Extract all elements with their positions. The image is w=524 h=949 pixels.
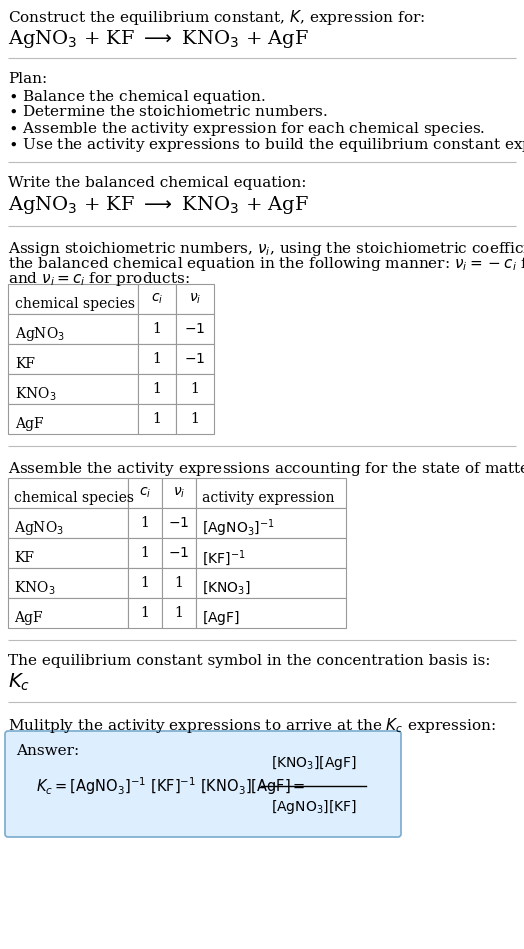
Text: $\nu_i$: $\nu_i$ — [189, 291, 201, 307]
Text: $\bullet$ Determine the stoichiometric numbers.: $\bullet$ Determine the stoichiometric n… — [8, 104, 328, 119]
Text: 1: 1 — [174, 576, 183, 590]
Text: 1: 1 — [174, 606, 183, 620]
Text: 1: 1 — [152, 412, 161, 426]
Bar — [176, 344, 214, 374]
Text: The equilibrium constant symbol in the concentration basis is:: The equilibrium constant symbol in the c… — [8, 654, 490, 668]
Text: 1: 1 — [152, 352, 161, 366]
Bar — [162, 478, 196, 508]
Text: chemical species: chemical species — [15, 297, 135, 311]
Text: $\nu_i$: $\nu_i$ — [173, 486, 185, 500]
Text: KNO$_3$: KNO$_3$ — [14, 579, 56, 597]
Text: chemical species: chemical species — [14, 491, 134, 505]
Text: Construct the equilibrium constant, $K$, expression for:: Construct the equilibrium constant, $K$,… — [8, 8, 425, 27]
Bar — [128, 598, 162, 628]
Text: $\bullet$ Use the activity expressions to build the equilibrium constant express: $\bullet$ Use the activity expressions t… — [8, 136, 524, 154]
Bar — [138, 374, 176, 404]
Bar — [176, 374, 214, 404]
Bar — [128, 478, 162, 508]
Bar — [138, 314, 176, 344]
Text: AgNO$_3$: AgNO$_3$ — [15, 325, 65, 343]
Text: $[\mathrm{KNO_3}][\mathrm{AgF}]$: $[\mathrm{KNO_3}][\mathrm{AgF}]$ — [270, 754, 356, 772]
Bar — [128, 508, 162, 538]
Bar — [176, 314, 214, 344]
Text: Assemble the activity expressions accounting for the state of matter and $\nu_i$: Assemble the activity expressions accoun… — [8, 460, 524, 478]
Text: KF: KF — [14, 551, 34, 565]
Text: Answer:: Answer: — [16, 744, 79, 758]
Text: KNO$_3$: KNO$_3$ — [15, 385, 57, 402]
Text: $[\mathrm{AgF}]$: $[\mathrm{AgF}]$ — [202, 609, 240, 627]
Bar — [196, 508, 346, 538]
Text: $\bullet$ Assemble the activity expression for each chemical species.: $\bullet$ Assemble the activity expressi… — [8, 120, 485, 138]
Text: $-1$: $-1$ — [184, 352, 205, 366]
Text: Write the balanced chemical equation:: Write the balanced chemical equation: — [8, 176, 307, 190]
Bar — [196, 568, 346, 598]
Bar — [162, 598, 196, 628]
FancyBboxPatch shape — [5, 731, 401, 837]
Text: Plan:: Plan: — [8, 72, 47, 86]
Text: AgNO$_3$ + KF $\longrightarrow$ KNO$_3$ + AgF: AgNO$_3$ + KF $\longrightarrow$ KNO$_3$ … — [8, 28, 309, 50]
Bar — [138, 284, 176, 314]
Bar — [138, 344, 176, 374]
Text: KF: KF — [15, 357, 35, 371]
Text: the balanced chemical equation in the following manner: $\nu_i = -c_i$ for react: the balanced chemical equation in the fo… — [8, 255, 524, 273]
Text: 1: 1 — [140, 606, 149, 620]
Bar — [8, 568, 128, 598]
Bar — [8, 404, 138, 434]
Bar — [8, 538, 128, 568]
Text: and $\nu_i = c_i$ for products:: and $\nu_i = c_i$ for products: — [8, 270, 190, 288]
Bar — [8, 478, 128, 508]
Text: $[\mathrm{KF}]^{-1}$: $[\mathrm{KF}]^{-1}$ — [202, 549, 245, 568]
Text: Mulitply the activity expressions to arrive at the $K_c$ expression:: Mulitply the activity expressions to arr… — [8, 716, 496, 735]
Bar — [8, 598, 128, 628]
Text: $K_c$: $K_c$ — [8, 672, 30, 694]
Text: 1: 1 — [140, 516, 149, 530]
Text: $-1$: $-1$ — [168, 546, 190, 560]
Text: $[\mathrm{AgNO_3}]^{-1}$: $[\mathrm{AgNO_3}]^{-1}$ — [202, 517, 275, 539]
Text: $[\mathrm{AgNO_3}][\mathrm{KF}]$: $[\mathrm{AgNO_3}][\mathrm{KF}]$ — [270, 798, 356, 816]
Bar — [176, 404, 214, 434]
Bar — [128, 538, 162, 568]
Bar — [162, 538, 196, 568]
Bar — [138, 404, 176, 434]
Text: 1: 1 — [140, 576, 149, 590]
Text: 1: 1 — [152, 322, 161, 336]
Bar — [176, 284, 214, 314]
Text: 1: 1 — [191, 412, 200, 426]
Bar — [8, 374, 138, 404]
Text: $-1$: $-1$ — [168, 516, 190, 530]
Text: 1: 1 — [152, 382, 161, 396]
Text: 1: 1 — [191, 382, 200, 396]
Text: activity expression: activity expression — [202, 491, 334, 505]
Text: $c_i$: $c_i$ — [151, 291, 163, 307]
Text: AgNO$_3$: AgNO$_3$ — [14, 519, 64, 537]
Bar — [162, 568, 196, 598]
Text: $[\mathrm{KNO_3}]$: $[\mathrm{KNO_3}]$ — [202, 580, 251, 596]
Text: Assign stoichiometric numbers, $\nu_i$, using the stoichiometric coefficients, $: Assign stoichiometric numbers, $\nu_i$, … — [8, 240, 524, 258]
Text: AgF: AgF — [14, 611, 42, 625]
Text: AgNO$_3$ + KF $\longrightarrow$ KNO$_3$ + AgF: AgNO$_3$ + KF $\longrightarrow$ KNO$_3$ … — [8, 194, 309, 216]
Text: $K_c = [\mathrm{AgNO_3}]^{-1}\ [\mathrm{KF}]^{-1}\ [\mathrm{KNO_3}][\mathrm{AgF}: $K_c = [\mathrm{AgNO_3}]^{-1}\ [\mathrm{… — [36, 775, 305, 797]
Bar — [128, 568, 162, 598]
Bar — [196, 598, 346, 628]
Bar — [8, 344, 138, 374]
Bar — [162, 508, 196, 538]
Bar — [8, 314, 138, 344]
Text: $\bullet$ Balance the chemical equation.: $\bullet$ Balance the chemical equation. — [8, 88, 266, 106]
Bar — [196, 538, 346, 568]
Text: $-1$: $-1$ — [184, 322, 205, 336]
Bar — [8, 284, 138, 314]
Bar — [196, 478, 346, 508]
Bar — [8, 508, 128, 538]
Text: 1: 1 — [140, 546, 149, 560]
Text: $c_i$: $c_i$ — [139, 486, 151, 500]
Text: AgF: AgF — [15, 417, 43, 431]
